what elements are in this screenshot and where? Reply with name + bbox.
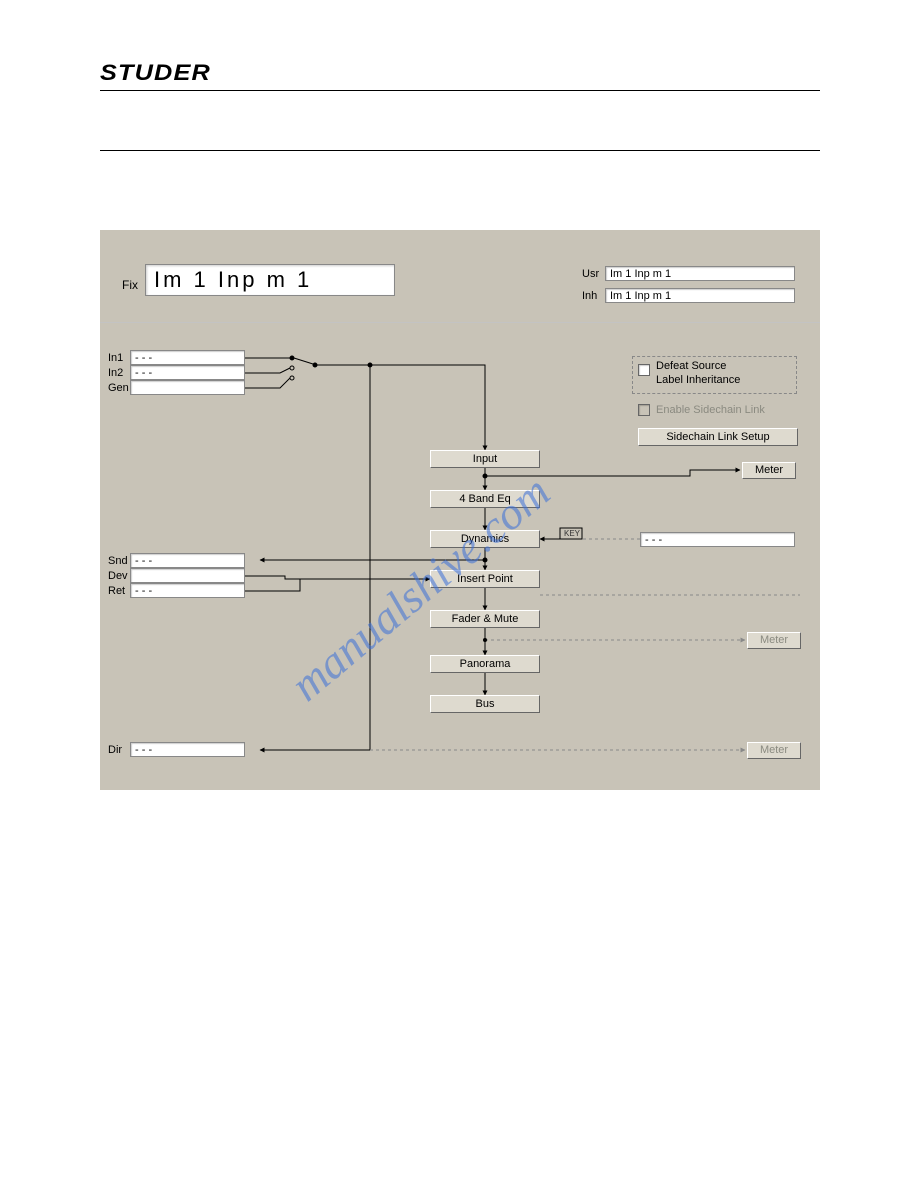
brand-logo: STUDER xyxy=(100,60,918,86)
defeat-label-1: Defeat Source xyxy=(656,360,726,372)
sidechain-enable-checkbox xyxy=(638,404,650,416)
panel-divider xyxy=(100,322,820,323)
in2-label: In2 xyxy=(108,367,123,379)
block-input[interactable]: Input xyxy=(430,450,540,468)
block-bus[interactable]: Bus xyxy=(430,695,540,713)
block-dynamics[interactable]: Dynamics xyxy=(430,530,540,548)
in1-field[interactable]: - - - xyxy=(130,350,245,365)
dev-field[interactable] xyxy=(130,568,245,583)
dev-label: Dev xyxy=(108,570,128,582)
defeat-label-2: Label Inheritance xyxy=(656,374,740,386)
ret-field[interactable]: - - - xyxy=(130,583,245,598)
key-label: KEY xyxy=(564,529,580,538)
snd-field[interactable]: - - - xyxy=(130,553,245,568)
key-field[interactable]: - - - xyxy=(640,532,795,547)
page-header: STUDER xyxy=(100,60,820,91)
usr-field[interactable]: Im 1 Inp m 1 xyxy=(605,266,795,281)
usr-label: Usr xyxy=(582,268,599,280)
block-fader-mute[interactable]: Fader & Mute xyxy=(430,610,540,628)
in1-label: In1 xyxy=(108,352,123,364)
fix-field[interactable]: Im 1 Inp m 1 xyxy=(145,264,395,296)
meter2-button: Meter xyxy=(747,632,801,649)
block-4band-eq[interactable]: 4 Band Eq xyxy=(430,490,540,508)
meter1-button[interactable]: Meter xyxy=(742,462,796,479)
gen-label: Gen xyxy=(108,382,129,394)
signal-flow-panel: Fix Im 1 Inp m 1 Usr Im 1 Inp m 1 Inh Im… xyxy=(100,230,820,790)
header-rule xyxy=(100,150,820,151)
block-panorama[interactable]: Panorama xyxy=(430,655,540,673)
in2-field[interactable]: - - - xyxy=(130,365,245,380)
inh-field[interactable]: Im 1 Inp m 1 xyxy=(605,288,795,303)
dir-label: Dir xyxy=(108,744,122,756)
ret-label: Ret xyxy=(108,585,125,597)
sidechain-enable-label: Enable Sidechain Link xyxy=(656,404,765,416)
block-insert-point[interactable]: Insert Point xyxy=(430,570,540,588)
fix-label: Fix xyxy=(122,278,138,292)
defeat-checkbox[interactable] xyxy=(638,364,650,376)
inh-label: Inh xyxy=(582,290,597,302)
dir-field[interactable]: - - - xyxy=(130,742,245,757)
sidechain-setup-button[interactable]: Sidechain Link Setup xyxy=(638,428,798,446)
snd-label: Snd xyxy=(108,555,128,567)
gen-field[interactable] xyxy=(130,380,245,395)
meter3-button: Meter xyxy=(747,742,801,759)
